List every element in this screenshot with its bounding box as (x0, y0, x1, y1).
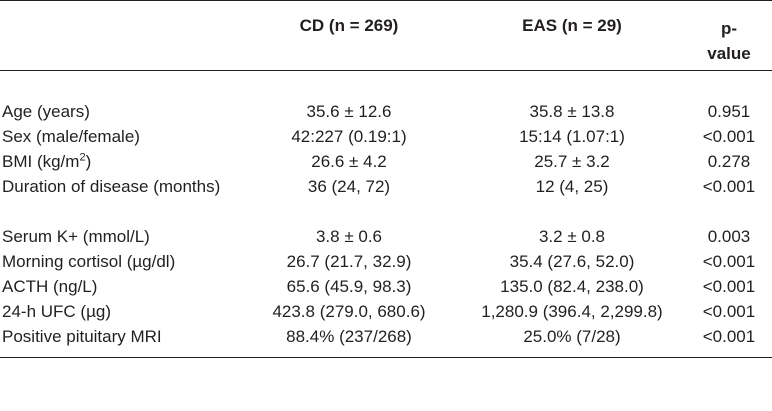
table-row-age: Age (years) 35.6 ± 12.6 35.8 ± 13.8 0.95… (0, 71, 772, 125)
p-value: 0.278 (707, 152, 751, 171)
p-value: <0.001 (702, 177, 756, 196)
p-value: 0.951 (707, 102, 751, 121)
header-p-value-column: p- value (686, 0, 772, 71)
table-row-bmi: BMI (kg/m2) 26.6 ± 4.2 25.7 ± 3.2 0.278 (0, 149, 772, 174)
table-row-duration: Duration of disease (months) 36 (24, 72)… (0, 174, 772, 224)
eas-value: 3.2 ± 0.8 (538, 227, 606, 246)
table-row-sex: Sex (male/female) 42:227 (0.19:1) 15:14 … (0, 124, 772, 149)
p-value: <0.001 (702, 252, 756, 271)
row-label: Age (years) (2, 102, 90, 121)
cd-value: 35.6 ± 12.6 (306, 102, 392, 121)
eas-value: 135.0 (82.4, 238.0) (500, 277, 644, 296)
p-value: <0.001 (702, 302, 756, 321)
cd-value: 3.8 ± 0.6 (315, 227, 383, 246)
eas-value: 35.8 ± 13.8 (529, 102, 615, 121)
row-label: Morning cortisol (µg/dl) (2, 252, 176, 271)
table-row-pituitary-mri: Positive pituitary MRI 88.4% (237/268) 2… (0, 324, 772, 358)
eas-value: 12 (4, 25) (535, 177, 609, 196)
row-label: Positive pituitary MRI (0, 324, 240, 358)
cd-value: 26.7 (21.7, 32.9) (286, 252, 412, 271)
row-label-end: ) (85, 152, 92, 171)
header-label-column (0, 0, 240, 71)
cd-value: 42:227 (0.19:1) (291, 127, 407, 146)
table-row-acth: ACTH (ng/L) 65.6 (45.9, 98.3) 135.0 (82.… (0, 274, 772, 299)
header-p-value-line1: p- (720, 19, 738, 38)
p-value: <0.001 (702, 277, 756, 296)
row-label-main: BMI (kg/m (2, 152, 80, 171)
row-label: ACTH (ng/L) (2, 277, 98, 296)
eas-value: 1,280.9 (396.4, 2,299.8) (481, 302, 663, 321)
cd-value: 65.6 (45.9, 98.3) (286, 277, 412, 296)
table-row-ufc: 24-h UFC (µg) 423.8 (279.0, 680.6) 1,280… (0, 299, 772, 324)
comparison-table: CD (n = 269) EAS (n = 29) p- value Age (… (0, 0, 772, 358)
cd-value: 423.8 (279.0, 680.6) (272, 302, 426, 321)
p-value: <0.001 (702, 127, 756, 146)
table-header: CD (n = 269) EAS (n = 29) p- value (0, 0, 772, 71)
row-label: Sex (male/female) (2, 127, 140, 146)
header-eas-column: EAS (n = 29) (458, 0, 686, 71)
row-label: Serum K+ (mmol/L) (2, 227, 150, 246)
table-body: Age (years) 35.6 ± 12.6 35.8 ± 13.8 0.95… (0, 71, 772, 358)
eas-value: 15:14 (1.07:1) (519, 127, 625, 146)
table-row-serum-k: Serum K+ (mmol/L) 3.8 ± 0.6 3.2 ± 0.8 0.… (0, 224, 772, 249)
row-label: 24-h UFC (µg) (2, 302, 111, 321)
p-value: <0.001 (686, 324, 772, 358)
table-row-morning-cortisol: Morning cortisol (µg/dl) 26.7 (21.7, 32.… (0, 249, 772, 274)
cd-value: 36 (24, 72) (307, 177, 391, 196)
row-label: BMI (kg/m2) (0, 149, 240, 174)
p-value: 0.003 (707, 227, 751, 246)
cd-value: 88.4% (237/268) (240, 324, 458, 358)
header-p-value-line2: value (707, 44, 751, 63)
eas-value: 25.0% (7/28) (458, 324, 686, 358)
eas-value: 35.4 (27.6, 52.0) (509, 252, 635, 271)
row-label: Duration of disease (months) (2, 177, 221, 196)
header-row: CD (n = 269) EAS (n = 29) p- value (0, 0, 772, 71)
row-label-superscript: 2 (79, 151, 86, 164)
cd-value: 26.6 ± 4.2 (311, 152, 387, 171)
header-cd-column: CD (n = 269) (240, 0, 458, 71)
eas-value: 25.7 ± 3.2 (534, 152, 610, 171)
